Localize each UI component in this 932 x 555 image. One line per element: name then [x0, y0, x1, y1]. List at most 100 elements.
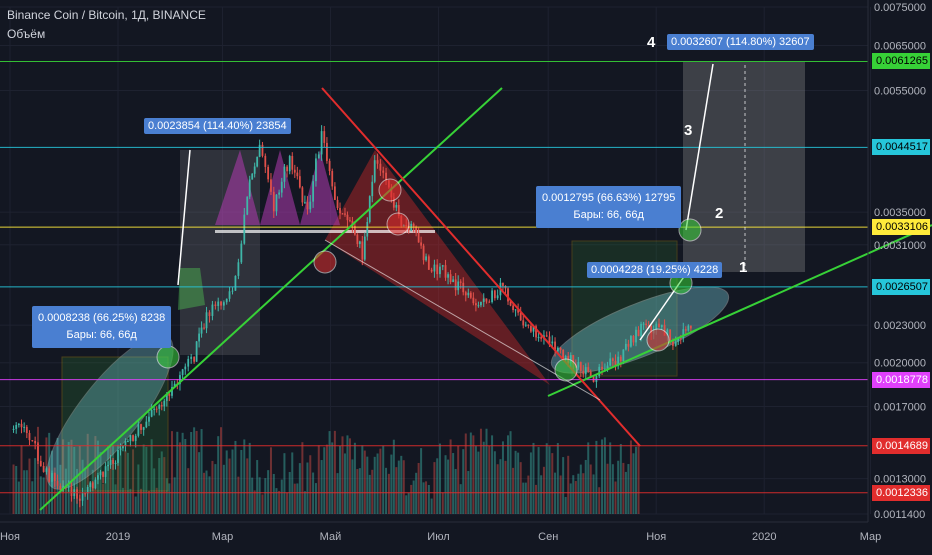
candle-body — [298, 176, 301, 188]
volume-bar — [107, 446, 110, 514]
candle-body — [67, 486, 70, 488]
candle-body — [611, 358, 614, 361]
y-tick-label: 0.0020000 — [874, 358, 926, 370]
volume-bar — [94, 436, 97, 514]
volume-bar — [412, 480, 415, 514]
volume-bar — [346, 435, 349, 514]
volume-bar — [499, 459, 502, 514]
candle-body — [677, 337, 680, 342]
volume-bar — [519, 462, 522, 514]
volume-bar — [36, 426, 39, 514]
x-tick-label: Май — [320, 531, 342, 543]
volume-bar — [23, 470, 26, 514]
volume-bar — [258, 477, 261, 514]
candle-body — [449, 274, 452, 283]
volume-bar — [28, 458, 31, 514]
candle-body — [253, 166, 256, 174]
candle-body — [198, 333, 200, 342]
candle-body — [502, 282, 504, 286]
candle-body — [637, 329, 640, 336]
volume-bar — [598, 487, 601, 514]
volume-bar — [595, 440, 598, 514]
candle-body — [376, 160, 379, 164]
volume-bar — [312, 472, 315, 514]
x-tick-label: Ноя — [0, 531, 20, 543]
measure-box-3: 0.0012795 (66.63%) 12795 Бары: 66, 66д — [536, 186, 682, 228]
volume-bar — [356, 469, 359, 514]
candle-body — [15, 425, 18, 429]
candle-body — [315, 158, 317, 182]
volume-bar — [328, 431, 331, 514]
candle-body — [385, 172, 387, 181]
candle-body — [642, 323, 645, 325]
wave-label-4: 4 — [647, 34, 656, 51]
candle-body — [195, 341, 198, 362]
y-tick-label: 0.0017000 — [874, 401, 926, 413]
candle-body — [272, 191, 275, 212]
candle-body — [579, 362, 582, 371]
candle-body — [45, 468, 48, 472]
candle-body — [592, 376, 595, 382]
measure-box-3-value: 0.0012795 (66.63%) 12795 — [542, 192, 676, 204]
candle-body — [304, 202, 306, 204]
candle-body — [333, 186, 336, 200]
volume-bar — [447, 459, 450, 514]
volume-bar — [73, 446, 76, 514]
candle-body — [444, 265, 447, 278]
volume-bar — [317, 445, 320, 514]
candle-body — [569, 355, 572, 364]
volume-bar — [491, 435, 494, 514]
volume-bar — [333, 430, 336, 514]
x-tick-label: Мар — [860, 531, 882, 543]
candle-body — [48, 468, 51, 482]
volume-bar — [469, 432, 472, 514]
candle-body — [76, 489, 78, 499]
volume-bar — [459, 484, 462, 514]
candle-body — [548, 336, 551, 344]
candle-body — [261, 144, 264, 156]
y-tick-label: 0.0035000 — [874, 207, 926, 219]
candle-body — [217, 301, 220, 306]
measure-box-1: 0.0008238 (66.25%) 8238 Бары: 66, 66д — [32, 306, 172, 348]
volume-bar — [363, 450, 366, 514]
volume-bar — [556, 443, 559, 514]
candle-body — [109, 459, 112, 465]
volume-bar — [309, 455, 312, 514]
candle-body — [225, 298, 228, 303]
volume-bar — [545, 443, 548, 514]
candle-body — [472, 297, 475, 304]
candle-body — [527, 324, 530, 326]
volume-bar — [200, 429, 203, 514]
candle-body — [264, 155, 267, 167]
volume-bar — [102, 484, 105, 514]
candle-body — [200, 327, 203, 334]
candle-body — [477, 305, 480, 307]
candle-body — [457, 281, 460, 291]
candle-body — [556, 347, 559, 351]
measure-box-1-value: 0.0008238 (66.25%) 8238 — [38, 312, 166, 324]
y-tick-label: 0.0065000 — [874, 41, 926, 53]
volume-bar — [339, 446, 342, 514]
candle-body — [436, 264, 439, 275]
volume-bar — [89, 483, 92, 514]
volume-bar — [569, 483, 572, 514]
candle-body — [535, 326, 537, 338]
volume-bar — [592, 474, 595, 514]
volume-bar — [606, 463, 609, 514]
volume-bar — [99, 452, 102, 514]
volume-bar — [275, 488, 278, 514]
volume-bar — [256, 460, 259, 514]
candle-body — [640, 323, 642, 336]
volume-bar — [488, 445, 491, 514]
candle-body — [37, 443, 39, 461]
y-tick-label: 0.0013000 — [874, 474, 926, 486]
volume-bar — [298, 463, 301, 514]
candle-body — [514, 309, 517, 311]
volume-bar — [181, 432, 184, 514]
volume-bar — [42, 477, 45, 514]
volume-bar — [220, 427, 223, 514]
volume-bar — [62, 439, 65, 514]
volume-bar — [70, 439, 73, 514]
